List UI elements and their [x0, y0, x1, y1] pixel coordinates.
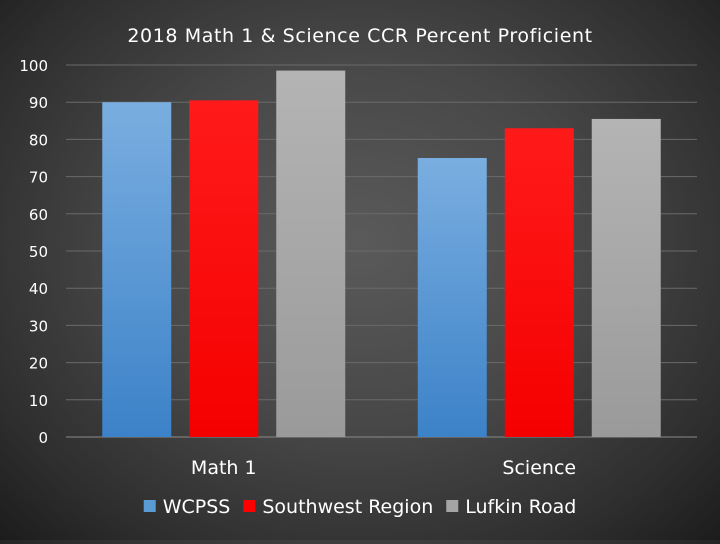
y-tick-label: 40 — [29, 280, 48, 298]
y-tick-label: 60 — [29, 206, 48, 224]
legend-swatch — [143, 500, 156, 512]
bar-wcpss-math-1 — [102, 102, 172, 437]
y-tick-label: 90 — [29, 94, 48, 112]
y-tick-label: 30 — [29, 317, 48, 335]
x-category-label: Math 1 — [191, 457, 257, 479]
y-tick-label: 70 — [29, 169, 48, 187]
y-axis-ticks: 0 10 20 30 40 50 60 70 80 90 100 — [19, 57, 48, 447]
x-category-label: Science — [502, 457, 576, 479]
bar-southwest-region-math-1 — [189, 100, 259, 437]
y-tick-label: 100 — [19, 57, 48, 75]
legend-swatch — [446, 500, 459, 512]
legend-label: Southwest Region — [262, 496, 433, 518]
bar-lufkin-road-science — [591, 118, 661, 437]
y-tick-label: 50 — [29, 243, 48, 261]
legend: WCPSS Southwest Region Lufkin Road — [143, 496, 576, 518]
legend-label: Lufkin Road — [465, 496, 576, 518]
bar-southwest-region-science — [504, 128, 574, 438]
legend-item-wcpss: WCPSS — [143, 496, 231, 518]
legend-swatch — [243, 500, 256, 512]
bar-wcpss-science — [417, 158, 487, 437]
bars — [102, 70, 661, 438]
legend-item-southwest-region: Southwest Region — [243, 496, 433, 518]
bar-lufkin-road-math-1 — [276, 70, 346, 437]
legend-label: WCPSS — [163, 496, 231, 518]
y-tick-label: 0 — [38, 429, 48, 447]
y-tick-label: 80 — [29, 131, 48, 149]
chart-title: 2018 Math 1 & Science CCR Percent Profic… — [127, 25, 592, 47]
legend-item-lufkin-road: Lufkin Road — [446, 496, 576, 518]
y-tick-label: 10 — [29, 392, 48, 410]
x-axis-labels: Math 1 Science — [191, 457, 576, 479]
y-tick-label: 20 — [29, 355, 48, 373]
